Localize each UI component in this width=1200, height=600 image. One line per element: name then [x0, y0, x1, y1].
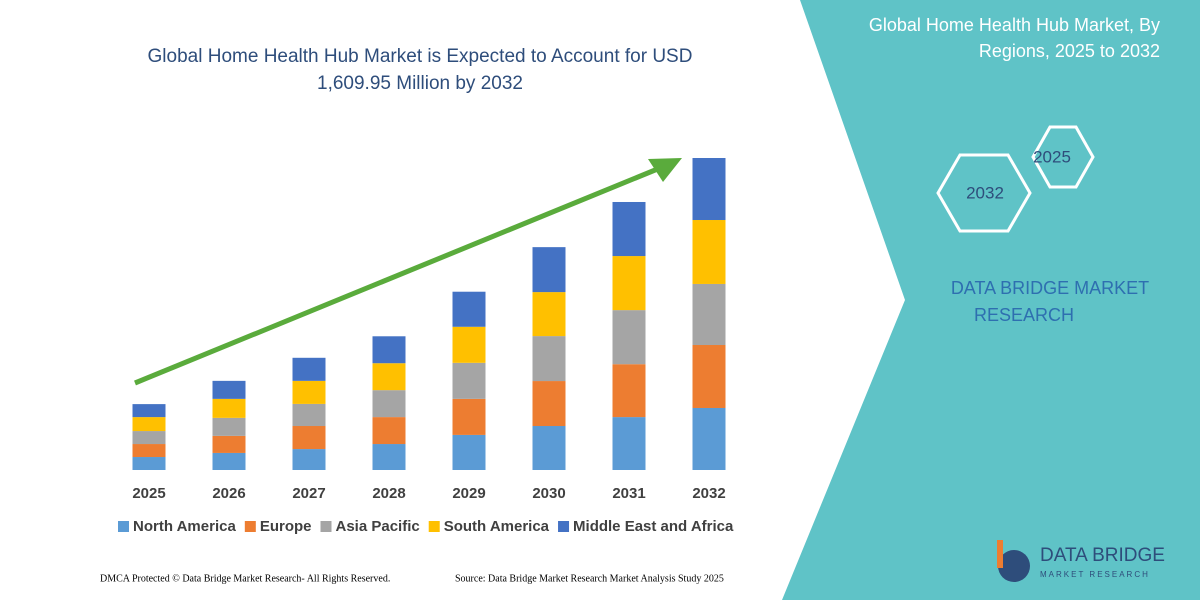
bar-segment: [612, 310, 646, 365]
bar-segment: [532, 426, 566, 470]
legend-label: South America: [444, 518, 550, 535]
bar-segment: [212, 398, 246, 418]
bar-segment: [372, 363, 406, 391]
logo-name: DATA BRIDGE: [1040, 545, 1165, 566]
side-title: Global Home Health Hub Market, By: [869, 15, 1160, 35]
legend-swatch: [428, 521, 440, 532]
legend-swatch: [320, 521, 332, 532]
chart-title: Global Home Health Hub Market is Expecte…: [148, 46, 693, 67]
x-tick-label: 2026: [212, 485, 245, 502]
brand-text: DATA BRIDGE MARKET: [951, 278, 1149, 298]
bar-segment: [612, 417, 646, 470]
hex-label: 2032: [966, 183, 1004, 202]
bar-segment: [612, 201, 646, 257]
bar-segment: [292, 426, 326, 450]
legend-swatch: [244, 521, 256, 532]
bar-segment: [132, 404, 166, 418]
logo-icon: [998, 550, 1030, 582]
hex-label: 2025: [1033, 147, 1071, 166]
bar-segment: [692, 283, 726, 346]
trend-arrow: [134, 165, 661, 386]
x-tick-label: 2025: [132, 485, 165, 502]
x-tick-label: 2027: [292, 485, 325, 502]
footer-text: DMCA Protected © Data Bridge Market Rese…: [100, 573, 390, 584]
plot: 2025 2026 2027 2028 2029 2030 2031 2032 North Am…: [118, 158, 734, 535]
bar-segment: [612, 256, 646, 311]
x-tick-label: 2029: [452, 485, 485, 502]
bar-segment: [532, 336, 566, 382]
legend-label: North America: [133, 518, 236, 535]
bar-segment: [372, 390, 406, 418]
bar-segment: [692, 220, 726, 284]
bar-segment: [692, 407, 726, 470]
bar-segment: [372, 417, 406, 445]
bar-segment: [212, 417, 246, 436]
x-tick-label: 2031: [612, 485, 645, 502]
bar-segment: [212, 435, 246, 453]
legend-swatch: [118, 521, 129, 532]
hexagon: [1031, 125, 1095, 189]
bar-segment: [212, 380, 246, 399]
bar-segment: [372, 336, 406, 364]
bar-segment: [532, 247, 566, 293]
bar-segment: [692, 345, 726, 408]
x-tick-label: 2028: [372, 485, 405, 502]
x-tick-label: 2032: [692, 485, 725, 502]
brand-text: RESEARCH: [974, 305, 1074, 325]
trend-arrow-head: [648, 158, 682, 182]
x-tick-label: 2030: [532, 485, 565, 502]
side-title: Regions, 2025 to 2032: [979, 41, 1160, 61]
bar-segment: [692, 158, 726, 221]
bar-segment: [532, 292, 566, 337]
chart-title: 1,609.95 Million by 2032: [317, 73, 523, 94]
logo-icon: [997, 540, 1003, 568]
bar-segment: [132, 457, 166, 470]
bar-segment: [372, 444, 406, 470]
bar-segment: [132, 444, 166, 458]
bar-segment: [292, 449, 326, 470]
legend-label: Middle East and Africa: [573, 518, 734, 535]
bar-segment: [452, 434, 486, 470]
legend-label: Europe: [260, 518, 312, 535]
hexagon: [936, 153, 1032, 233]
bar-segment: [212, 452, 246, 470]
bar-segment: [452, 291, 486, 327]
bar-segment: [132, 431, 166, 445]
side-panel: [782, 0, 1200, 600]
bar-segment: [612, 364, 646, 418]
footer-text: Source: Data Bridge Market Research Mark…: [455, 573, 724, 584]
bar-segment: [292, 403, 326, 427]
legend-label: Asia Pacific: [336, 518, 420, 535]
bar-segment: [292, 380, 326, 404]
bar-segment: [292, 357, 326, 381]
legend-swatch: [558, 521, 570, 532]
bar-segment: [452, 326, 486, 363]
bar-segment: [532, 381, 566, 427]
bar-segment: [452, 398, 486, 435]
bar-segment: [132, 417, 166, 432]
logo-tagline: MARKET RESEARCH: [1040, 570, 1150, 579]
bar-segment: [452, 362, 486, 399]
